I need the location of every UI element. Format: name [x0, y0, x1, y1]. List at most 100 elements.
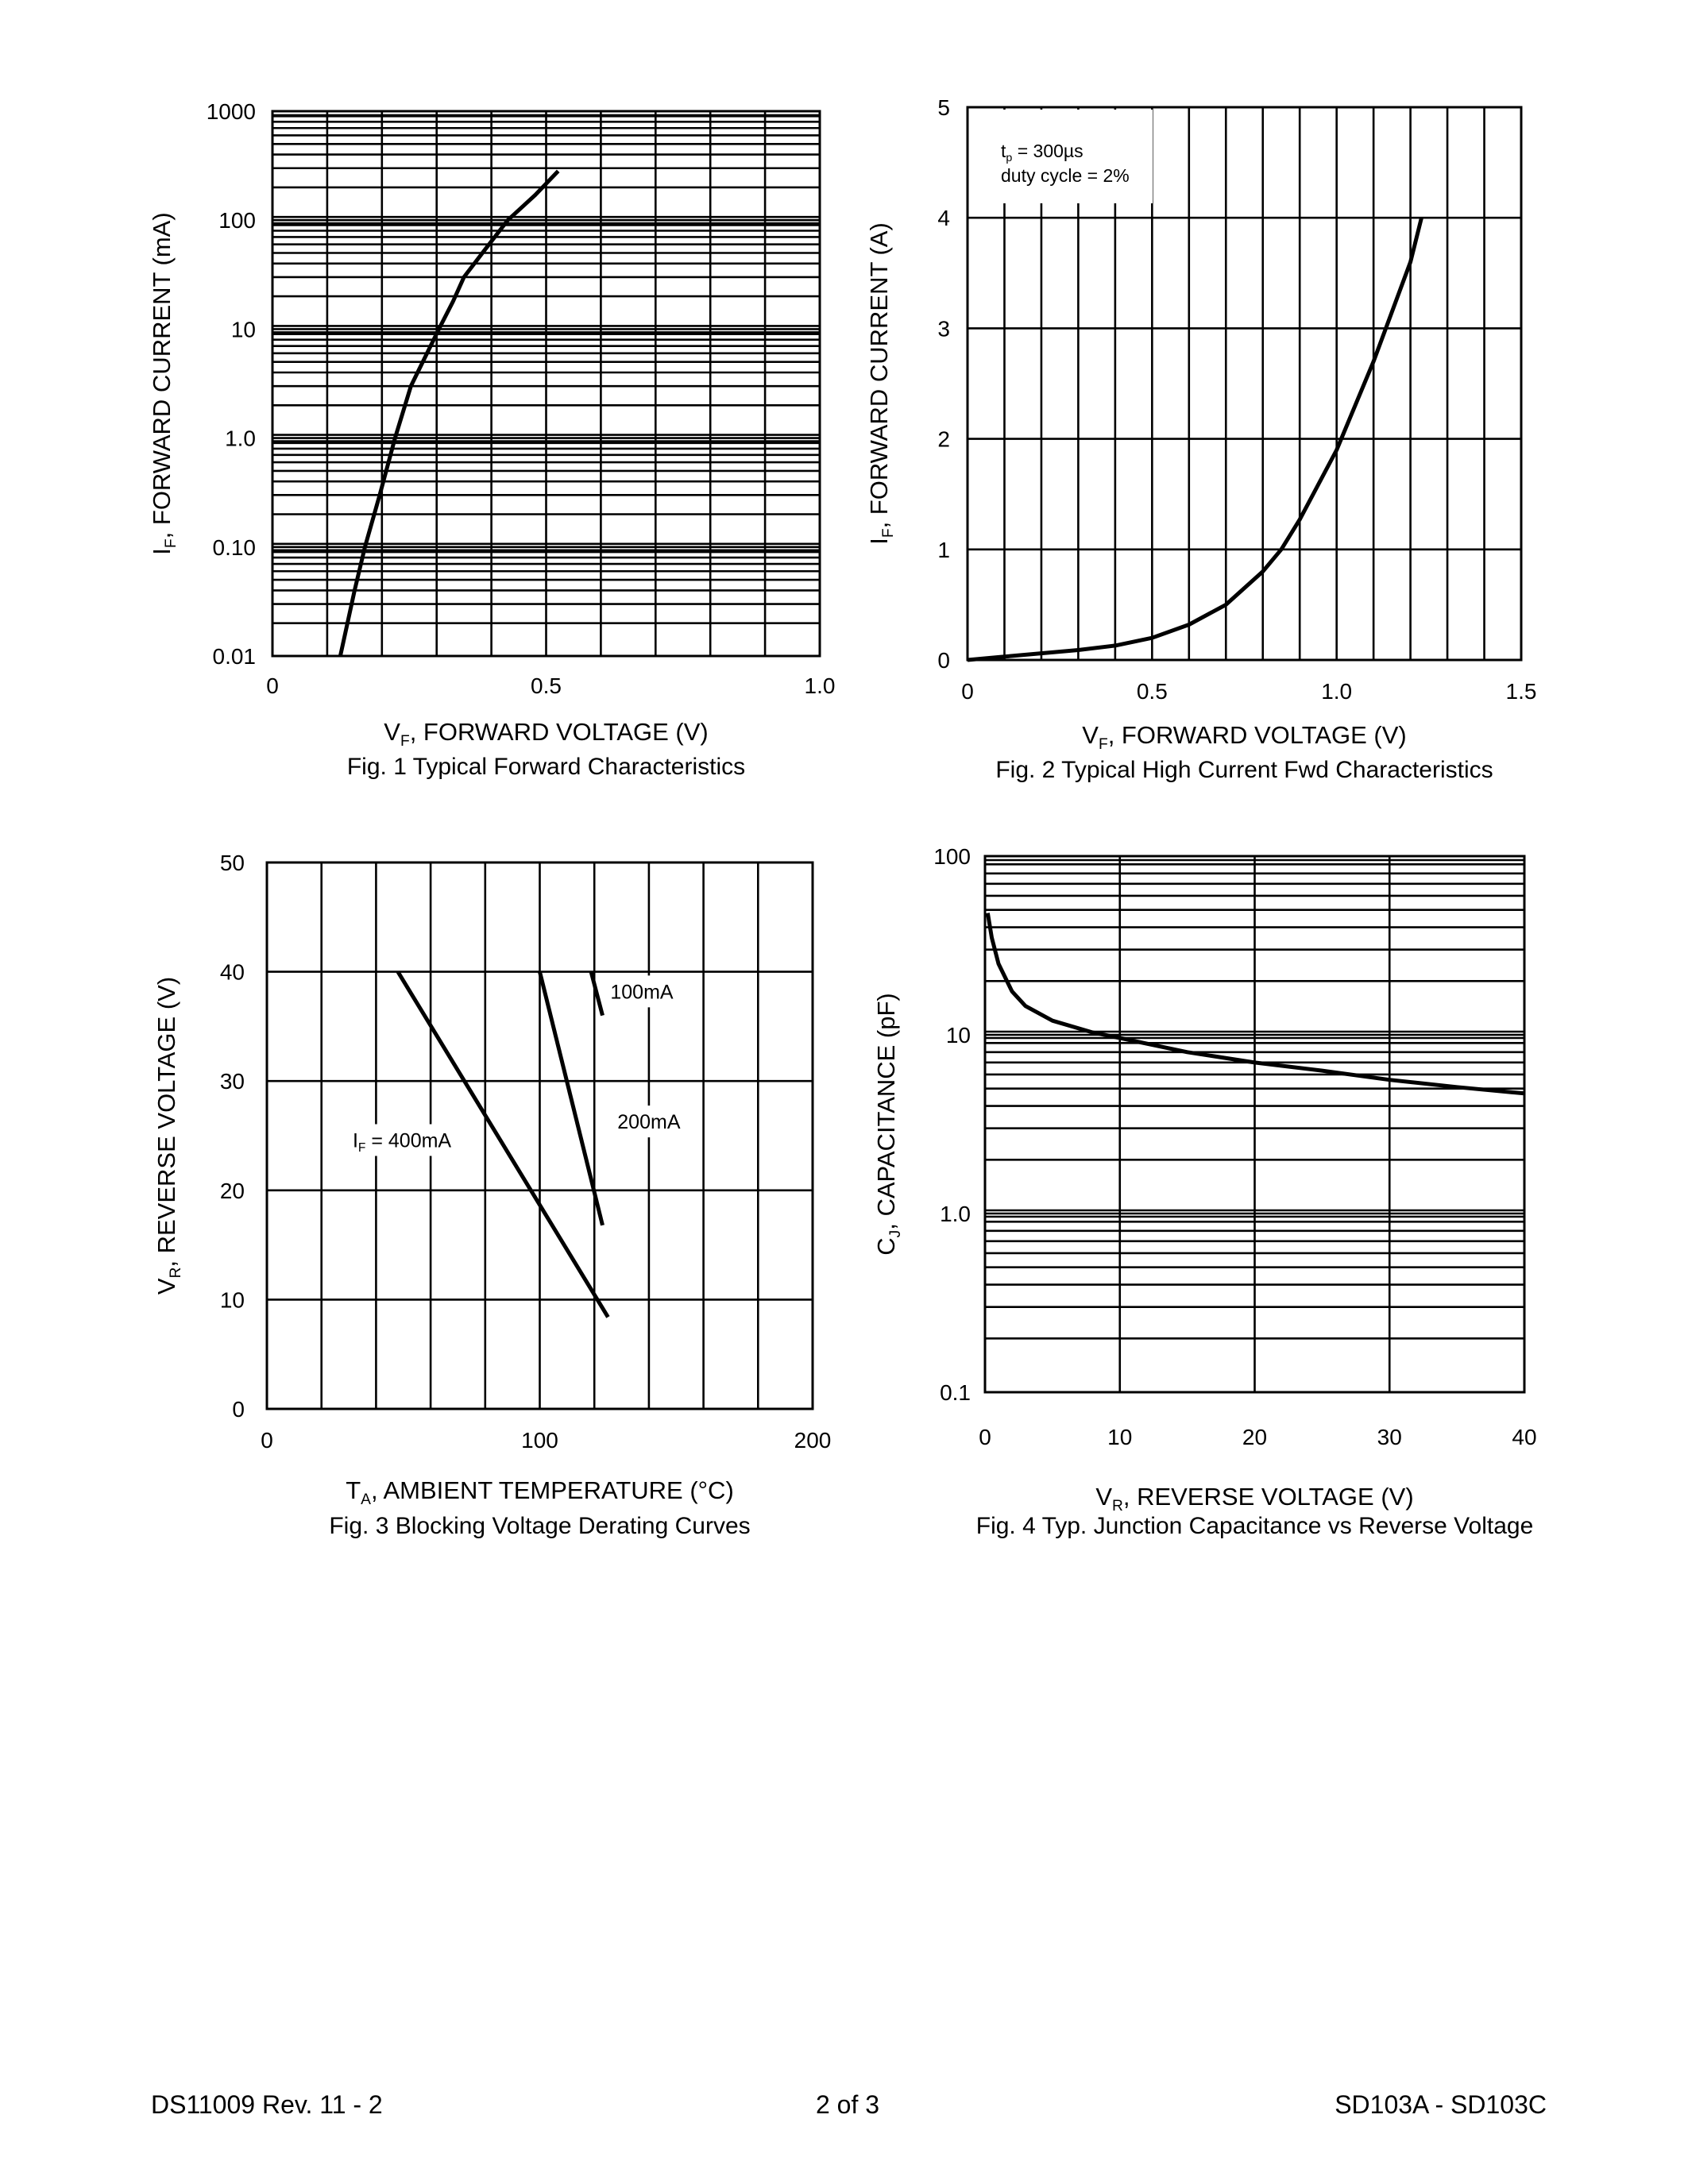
y-axis-title-subscript: R	[168, 1268, 184, 1279]
plot-frame	[271, 110, 821, 658]
y-tick-label: 3	[937, 316, 950, 341]
y-tick-label: 0.01	[213, 644, 257, 669]
y-tick-label: 10	[946, 1023, 971, 1048]
x-tick-label: 1.0	[1321, 679, 1352, 704]
y-axis-title-subscript: F	[880, 528, 897, 538]
plot-frame	[966, 106, 1523, 662]
x-axis-title-subscript: F	[1099, 736, 1108, 753]
y-axis-title: CJ, CAPACITANCE (pF)	[872, 993, 904, 1256]
y-tick-label: 10	[231, 317, 256, 341]
x-axis-title-main: V	[1082, 721, 1099, 749]
y-tick-label: 0.1	[940, 1380, 971, 1405]
y-tick-label: 1.0	[225, 426, 256, 451]
annotation-box	[970, 110, 1153, 203]
y-tick-label: 0	[937, 648, 950, 673]
footer-page-number: 2 of 3	[815, 2090, 880, 2119]
y-tick-label: 1.0	[940, 1202, 971, 1226]
y-axis-title-rest: , FORWARD CURRENT (A)	[865, 222, 893, 528]
series-label-1-main: 200mA	[617, 1111, 681, 1133]
x-tick-label: 1.5	[1506, 679, 1537, 704]
footer-document-id: DS11009 Rev. 11 - 2	[151, 2090, 383, 2119]
figure-caption: Fig. 2 Typical High Current Fwd Characte…	[995, 757, 1493, 783]
y-axis-title-main: C	[872, 1237, 900, 1255]
figure-caption: Fig. 4 Typ. Junction Capacitance vs Reve…	[976, 1513, 1534, 1539]
y-tick-label: 30	[220, 1069, 245, 1094]
x-tick-label: 0.5	[531, 673, 562, 698]
series-line-2	[589, 970, 605, 1017]
annotation-pulse-width-subscript: p	[1006, 152, 1012, 164]
annotation-background	[336, 1124, 469, 1156]
x-axis-title-subscript: A	[361, 1491, 371, 1508]
y-axis-title-main: I	[148, 548, 176, 555]
x-axis-title-main: V	[384, 718, 400, 746]
y-axis-title-subscript: J	[887, 1230, 904, 1238]
series-label-2: IF = 400mA	[353, 1130, 451, 1156]
series-label-0: 100mA	[610, 981, 674, 1003]
y-tick-label: 100	[933, 844, 971, 869]
annotation-background	[606, 1106, 691, 1138]
y-axis-title-subscript: F	[163, 538, 180, 548]
y-tick-label: 100	[218, 208, 256, 233]
x-tick-label: 0	[979, 1425, 991, 1449]
series-label-0-main: 100mA	[610, 981, 674, 1003]
figure-caption: Fig. 1 Typical Forward Characteristics	[347, 754, 745, 780]
series-label-2-subscript: F	[358, 1141, 365, 1155]
y-tick-label: 1000	[207, 99, 256, 124]
y-tick-label: 40	[220, 960, 245, 985]
y-tick-label: 0.10	[213, 535, 257, 560]
annotation-pulse-width-main: t	[1001, 141, 1006, 161]
x-tick-label: 20	[1242, 1425, 1267, 1449]
chart-fig-3: 100mA 200mA IF = 400mA 0 100 200 0 10 20 30 40 50 TA…	[153, 851, 831, 1539]
series-line-0	[338, 169, 560, 657]
annotation-duty-cycle-main: duty cycle = 2%	[1001, 165, 1130, 186]
y-tick-label: 0	[232, 1397, 245, 1422]
x-axis-title: VF, FORWARD VOLTAGE (V)	[1082, 721, 1406, 753]
x-tick-label: 1.0	[805, 673, 836, 698]
y-axis-title: VR, REVERSE VOLTAGE (V)	[153, 977, 184, 1295]
series-line-1	[538, 970, 605, 1226]
x-tick-label: 200	[794, 1428, 832, 1453]
y-axis-title-main: I	[865, 538, 893, 545]
x-tick-label: 30	[1377, 1425, 1402, 1449]
series-label-2-main: I	[353, 1130, 358, 1152]
x-axis-title: VR, REVERSE VOLTAGE (V)	[1095, 1483, 1413, 1515]
x-axis-title-main: V	[1095, 1483, 1112, 1511]
x-axis-title-rest: , FORWARD VOLTAGE (V)	[410, 718, 709, 746]
x-axis-title-rest: , FORWARD VOLTAGE (V)	[1108, 721, 1407, 749]
grid	[265, 861, 814, 1410]
x-tick-label: 100	[521, 1428, 558, 1453]
plot-frame	[983, 855, 1526, 1394]
x-axis-title-main: T	[346, 1476, 361, 1504]
annotation-duty-cycle: duty cycle = 2%	[1001, 165, 1130, 186]
y-tick-label: 50	[220, 851, 245, 875]
y-axis-title-main: V	[153, 1278, 180, 1295]
chart-fig-4: 0 10 20 30 40 0.1 1.0 10 100 VR, REVERSE VOLTAGE …	[872, 844, 1537, 1539]
x-tick-label: 40	[1512, 1425, 1536, 1449]
x-tick-label: 0	[266, 673, 279, 698]
y-tick-label: 5	[937, 95, 950, 120]
series-line-0	[396, 970, 610, 1318]
x-axis-title-rest: , REVERSE VOLTAGE (V)	[1123, 1483, 1414, 1511]
series-label-1: 200mA	[617, 1111, 681, 1133]
grid	[271, 110, 821, 658]
grid	[983, 855, 1526, 1394]
y-tick-label: 10	[220, 1287, 245, 1312]
x-tick-label: 0.5	[1137, 679, 1168, 704]
x-axis-title-subscript: R	[1112, 1498, 1123, 1515]
annotations: 100mA 200mA IF = 400mA	[336, 975, 691, 1156]
annotation-pulse-width: tp = 300µs	[1001, 141, 1083, 164]
y-tick-label: 20	[220, 1179, 245, 1203]
y-axis-title-rest: , CAPACITANCE (pF)	[872, 993, 900, 1230]
series-line-0	[985, 913, 1525, 1096]
x-axis-title-subscript: F	[400, 733, 410, 750]
y-axis-title-rest: , FORWARD CURRENT (mA)	[148, 212, 176, 538]
plot-frame	[265, 861, 814, 1410]
series-line-0	[967, 217, 1423, 662]
y-tick-label: 2	[937, 427, 950, 452]
footer-part-numbers: SD103A - SD103C	[1335, 2090, 1547, 2119]
figure-caption: Fig. 3 Blocking Voltage Derating Curves	[329, 1513, 750, 1539]
